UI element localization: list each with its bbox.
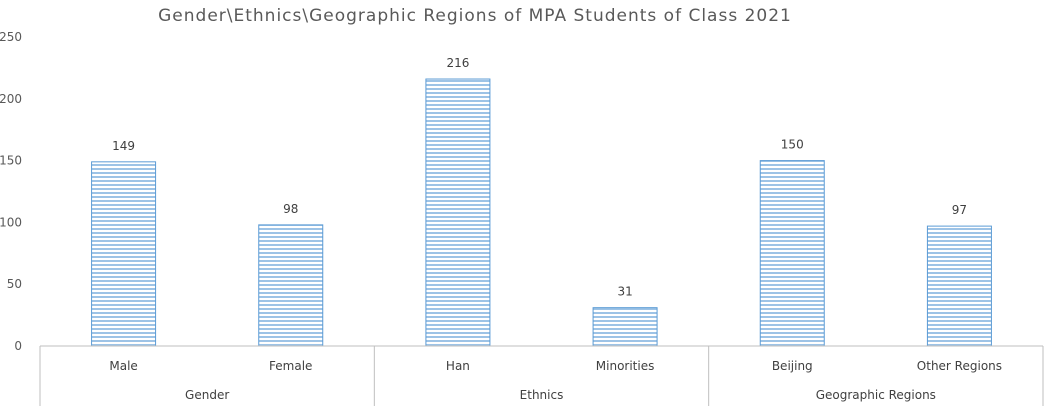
data-label: 149 [112, 139, 135, 153]
data-label: 150 [781, 138, 804, 152]
bar [425, 78, 491, 347]
data-label: 31 [617, 285, 632, 299]
category-label: Other Regions [917, 359, 1002, 373]
bars: 149 98 216 31 150 97 [91, 56, 992, 347]
bar [926, 225, 992, 347]
y-tick-label: 250 [0, 30, 22, 44]
group-label: Geographic Regions [816, 388, 936, 402]
bar [91, 161, 157, 347]
x-axis: Male Female Han Minorities Beijing Other Regi… [39, 345, 1044, 406]
bar [759, 160, 825, 347]
y-tick-label: 0 [14, 339, 22, 353]
data-label: 98 [283, 202, 298, 216]
category-label: Minorities [596, 359, 655, 373]
group-label: Ethnics [520, 388, 564, 402]
data-label: 97 [952, 203, 967, 217]
y-tick-label: 200 [0, 92, 22, 106]
category-label: Male [109, 359, 137, 373]
category-label: Han [446, 359, 470, 373]
group-label: Gender [185, 388, 229, 402]
y-axis: 0 50 100 150 200 250 [0, 30, 22, 353]
bar [258, 224, 324, 347]
y-tick-label: 100 [0, 215, 22, 229]
data-label: 216 [446, 56, 469, 70]
chart-title: Gender\Ethnics\Geographic Regions of MPA… [158, 6, 792, 26]
category-label: Female [269, 359, 312, 373]
y-tick-label: 150 [0, 154, 22, 168]
bar [592, 307, 658, 347]
category-label: Beijing [772, 359, 813, 373]
y-tick-label: 50 [7, 277, 22, 291]
